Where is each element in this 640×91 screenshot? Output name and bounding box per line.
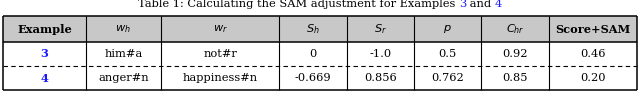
Text: $p$: $p$ <box>444 23 452 35</box>
Text: 3: 3 <box>40 48 49 59</box>
Bar <box>3 42 86 66</box>
Text: 0: 0 <box>310 49 317 59</box>
Text: 0.762: 0.762 <box>431 73 464 83</box>
Text: 4: 4 <box>40 73 49 84</box>
Bar <box>161 16 280 42</box>
Text: 0.46: 0.46 <box>580 49 605 59</box>
Bar <box>280 16 347 42</box>
Bar <box>414 16 481 42</box>
Bar <box>161 42 280 66</box>
Bar <box>414 42 481 66</box>
Text: $S_r$: $S_r$ <box>374 22 387 36</box>
Bar <box>481 42 548 66</box>
Bar <box>481 16 548 42</box>
Text: and: and <box>466 0 495 9</box>
Text: 4: 4 <box>495 0 502 9</box>
Text: not#r: not#r <box>204 49 237 59</box>
Text: $C_{hr}$: $C_{hr}$ <box>506 22 524 36</box>
Text: Example: Example <box>17 24 72 35</box>
Bar <box>548 42 637 66</box>
Text: Score+SAM: Score+SAM <box>555 24 630 35</box>
Bar <box>347 42 414 66</box>
Text: Table 1: Calculating the SAM adjustment for Examples: Table 1: Calculating the SAM adjustment … <box>138 0 459 9</box>
Text: $S_h$: $S_h$ <box>306 22 320 36</box>
Bar <box>347 16 414 42</box>
Text: him#a: him#a <box>104 49 143 59</box>
Bar <box>3 16 86 42</box>
Text: 0.5: 0.5 <box>438 49 457 59</box>
Text: 0.92: 0.92 <box>502 49 528 59</box>
Bar <box>280 42 347 66</box>
Bar <box>548 66 637 90</box>
Text: happiness#n: happiness#n <box>182 73 258 83</box>
Text: $w_h$: $w_h$ <box>115 23 131 35</box>
Text: 0.20: 0.20 <box>580 73 605 83</box>
Bar <box>3 66 86 90</box>
Text: $w_r$: $w_r$ <box>212 23 228 35</box>
Text: 0.856: 0.856 <box>364 73 397 83</box>
Text: 3: 3 <box>459 0 466 9</box>
Bar <box>347 66 414 90</box>
Text: 0.85: 0.85 <box>502 73 528 83</box>
Bar <box>280 66 347 90</box>
Text: -1.0: -1.0 <box>369 49 392 59</box>
Bar <box>86 66 161 90</box>
Bar <box>548 16 637 42</box>
Bar <box>86 42 161 66</box>
Text: anger#n: anger#n <box>98 73 148 83</box>
Bar <box>414 66 481 90</box>
Text: -0.669: -0.669 <box>295 73 332 83</box>
Bar <box>86 16 161 42</box>
Bar <box>481 66 548 90</box>
Bar <box>161 66 280 90</box>
